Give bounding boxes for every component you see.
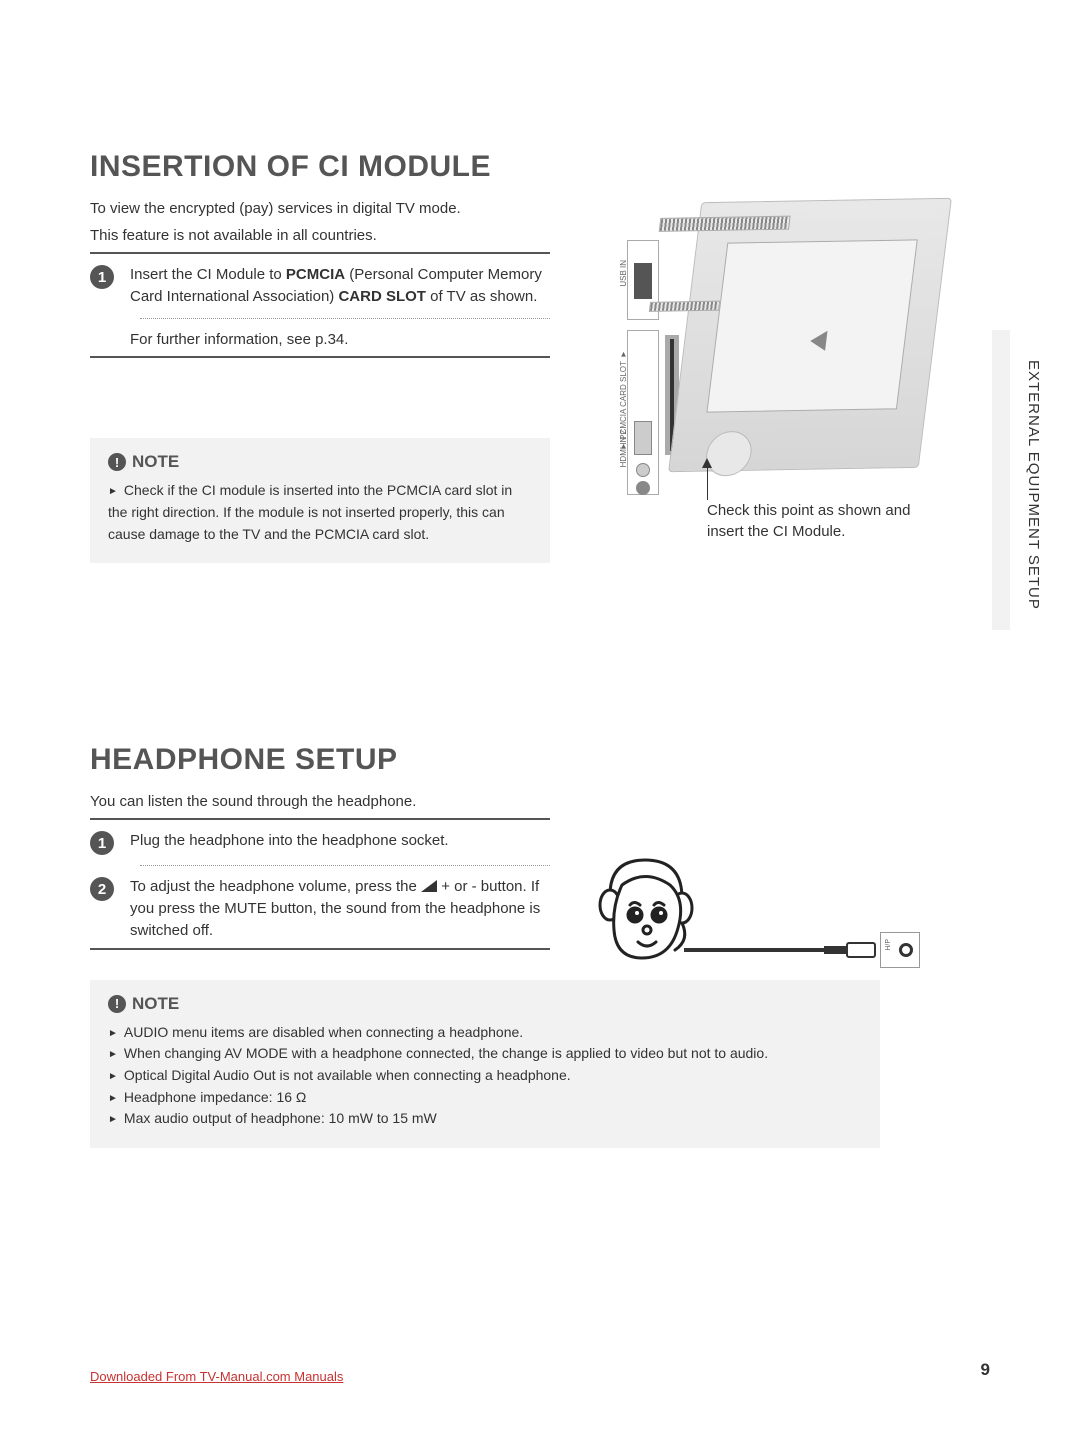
divider [90, 356, 550, 358]
note-item: Max audio output of headphone: 10 mW to … [108, 1108, 862, 1130]
section2-step2: 2 To adjust the headphone volume, press … [90, 876, 550, 941]
note-item: Check if the CI module is inserted into … [108, 480, 532, 545]
section1-note-box: ! NOTE Check if the CI module is inserte… [90, 438, 550, 563]
note-item: When changing AV MODE with a headphone c… [108, 1043, 862, 1065]
step-number-1-icon: 1 [90, 265, 114, 289]
section2-heading: HEADPHONE SETUP [90, 743, 990, 777]
side-sockets-icon [627, 330, 659, 495]
side-tab [992, 330, 1010, 630]
headphone-cable-icon [684, 948, 824, 952]
section1-note-list: Check if the CI module is inserted into … [108, 480, 532, 545]
section2-step1-text: Plug the headphone into the headphone so… [130, 830, 449, 852]
note-icon: ! [108, 995, 126, 1013]
headphone-plug-body-icon [846, 942, 876, 958]
divider [90, 252, 550, 254]
section2-step1: 1 Plug the headphone into the headphone … [90, 830, 550, 855]
note-item: Optical Digital Audio Out is not availab… [108, 1065, 862, 1087]
page-number: 9 [981, 1360, 990, 1380]
section2-intro: You can listen the sound through the hea… [90, 791, 990, 812]
note-title: ! NOTE [108, 452, 532, 472]
ci-card-icon [668, 198, 952, 472]
headphone-plug-tip-icon [824, 946, 846, 954]
footer-source-link[interactable]: Downloaded From TV-Manual.com Manuals [90, 1369, 343, 1384]
side-section-label: EXTERNAL EQUIPMENT SETUP [1025, 360, 1042, 610]
note-title-text: NOTE [132, 994, 179, 1014]
headphone-jack-icon: H/P [880, 932, 920, 968]
step-number-2-icon: 2 [90, 877, 114, 901]
ci-module-diagram: USB IN ▼ PCMCIA CARD SLOT ▼ HDMI IN 2 Ch… [565, 200, 945, 560]
note-icon: ! [108, 453, 126, 471]
section2-step2-text: To adjust the headphone volume, press th… [130, 876, 550, 941]
divider-dotted [140, 865, 550, 866]
note-title-text: NOTE [132, 452, 179, 472]
section1-heading: INSERTION OF CI MODULE [90, 150, 990, 184]
step-number-1-icon: 1 [90, 831, 114, 855]
section1-step1: 1 Insert the CI Module to PCMCIA (Person… [90, 264, 550, 308]
headphone-jack-label: H/P [885, 939, 892, 951]
section1-step1-text: Insert the CI Module to PCMCIA (Personal… [130, 264, 550, 308]
headphone-user-icon [590, 850, 700, 980]
note-item: AUDIO menu items are disabled when conne… [108, 1022, 862, 1044]
arrow-line-icon [707, 460, 708, 500]
diagram1-caption: Check this point as shown and insert the… [707, 500, 927, 542]
divider-dotted [140, 318, 550, 319]
divider [90, 948, 550, 950]
note-item: Headphone impedance: 16 Ω [108, 1087, 862, 1109]
hdmi-label: HDMI IN 2 [619, 430, 628, 467]
usb-label: USB IN [619, 260, 628, 287]
headphone-diagram: H/P [600, 850, 920, 1010]
section1-step1-more-text: For further information, see p.34. [130, 329, 348, 351]
divider [90, 818, 550, 820]
section2-note-list: AUDIO menu items are disabled when conne… [108, 1022, 862, 1130]
section1-step1-more: For further information, see p.34. [90, 329, 550, 351]
volume-triangle-icon [421, 880, 437, 892]
